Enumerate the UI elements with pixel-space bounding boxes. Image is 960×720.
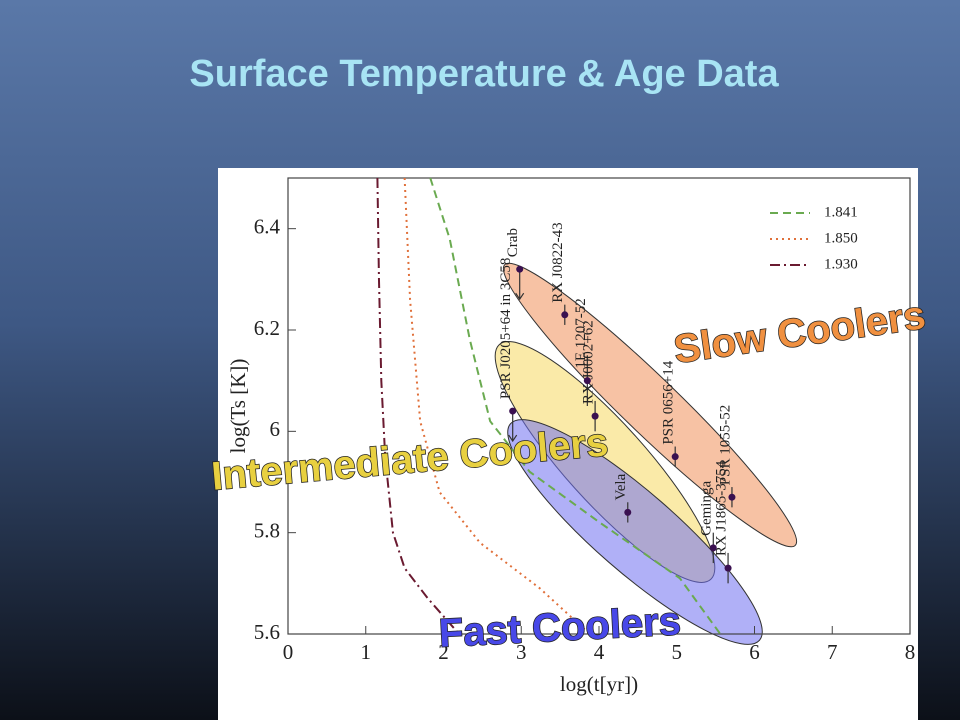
y-tick-label: 6.4	[254, 214, 281, 238]
data-point	[671, 453, 679, 461]
data-point	[509, 407, 517, 415]
data-point	[728, 493, 736, 501]
data-point	[583, 377, 591, 385]
curve	[429, 177, 722, 635]
point-label: RX J0002+62	[581, 320, 597, 404]
data-point	[561, 311, 569, 319]
point-label: RX J1865-3754	[714, 460, 730, 556]
x-tick-label: 2	[438, 640, 449, 664]
upper-limit-arrow	[508, 411, 518, 443]
x-tick-label: 1	[361, 640, 372, 664]
x-tick-label: 3	[516, 640, 527, 664]
curve	[376, 177, 460, 635]
point-label: PSR 1055-52	[717, 405, 733, 485]
data-point	[591, 412, 599, 420]
x-tick-label: 5	[672, 640, 683, 664]
slide-title: Surface Temperature & Age Data	[189, 53, 779, 95]
x-tick-label: 4	[594, 640, 605, 664]
y-tick-label: 5.8	[254, 518, 280, 542]
legend-label: 1.841	[824, 204, 858, 220]
x-tick-label: 8	[905, 640, 916, 664]
data-point	[709, 544, 717, 552]
point-label: Crab	[505, 228, 521, 257]
y-axis-label: log(Ts [K])	[226, 359, 250, 454]
legend-label: 1.930	[824, 256, 858, 272]
x-axis-label: log(t[yr])	[560, 672, 638, 696]
x-tick-label: 0	[283, 640, 294, 664]
data-point	[516, 265, 524, 273]
y-tick-label: 6.2	[254, 316, 280, 340]
x-tick-label: 6	[749, 640, 760, 664]
region-ellipse	[502, 262, 798, 548]
y-tick-label: 5.6	[254, 620, 280, 644]
point-label: PSR J0205+64 in 3C58	[498, 258, 514, 399]
point-label: 1E 1207-52	[573, 298, 589, 368]
region-ellipse	[507, 419, 763, 645]
data-point	[624, 508, 632, 516]
point-label: Vela	[613, 473, 629, 500]
legend-label: 1.850	[824, 230, 858, 246]
point-label: PSR 0656+14	[661, 360, 677, 444]
point-label: RX J0822-43	[550, 222, 566, 302]
x-tick-label: 7	[827, 640, 838, 664]
curve	[403, 177, 591, 635]
data-point	[724, 564, 732, 572]
point-label: Geminga	[699, 481, 715, 536]
y-tick-label: 6	[270, 417, 281, 441]
upper-limit-arrow	[515, 269, 525, 301]
